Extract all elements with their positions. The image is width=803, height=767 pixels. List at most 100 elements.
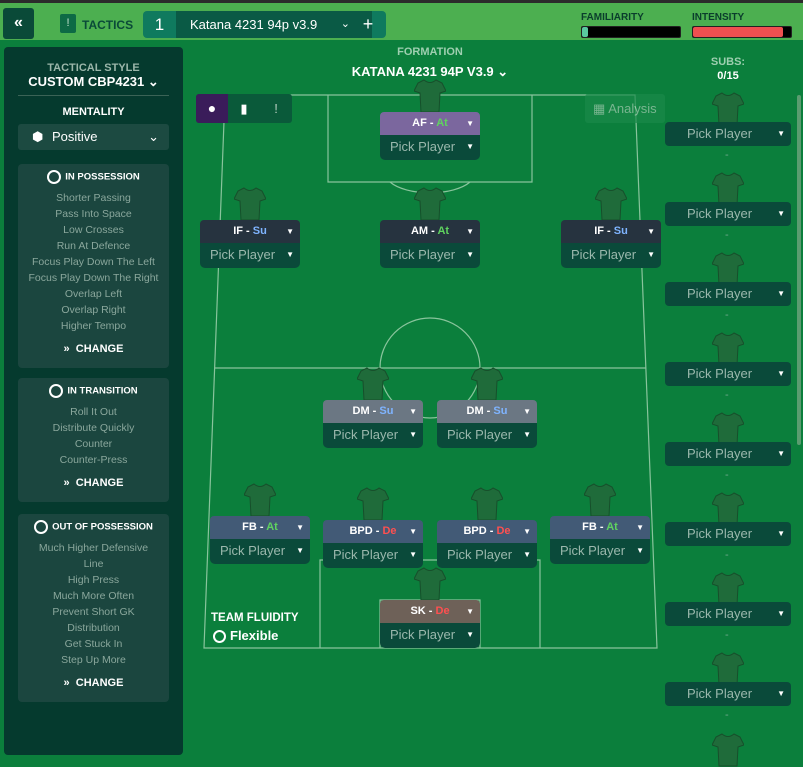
instruction-item: Overlap Right [61, 304, 126, 316]
instruction-item: Much More Often [52, 590, 135, 602]
shield-icon: ⬢ [32, 129, 44, 144]
pick-player-dropdown[interactable]: Pick Player ▼ [380, 243, 480, 268]
duty: At [436, 117, 448, 129]
analysis-button[interactable]: ▦ Analysis [585, 94, 665, 123]
bar-chart-icon[interactable]: ▮ [240, 101, 248, 116]
caret-down-icon: ▼ [466, 630, 474, 639]
pick-player-label: Pick Player [687, 446, 753, 461]
pick-player-dropdown[interactable]: Pick Player ▼ [437, 423, 537, 448]
caret-down-icon: ▼ [466, 227, 474, 236]
team-fluidity-selector[interactable]: Flexible [213, 628, 278, 644]
change-button[interactable]: » CHANGE [18, 677, 169, 689]
familiarity-bar[interactable] [581, 26, 681, 38]
role: FB [242, 521, 257, 533]
team-fluidity-heading: TEAM FLUIDITY [211, 612, 299, 624]
pick-player-dropdown[interactable]: Pick Player ▼ [561, 243, 661, 268]
role: IF [233, 225, 243, 237]
sub-slot-dropdown[interactable]: Pick Player ▼ [665, 522, 791, 546]
tactic-name: Katana 4231 94p v3.9 [190, 17, 318, 32]
tactic-tab-group: 1 Katana 4231 94p v3.9 ⌄ + [143, 11, 386, 38]
pick-player-dropdown[interactable]: Pick Player ▼ [200, 243, 300, 268]
pick-player-dropdown[interactable]: Pick Player ▼ [323, 543, 423, 568]
sub-slot-dropdown[interactable]: Pick Player ▼ [665, 202, 791, 226]
role: BPD [463, 525, 487, 537]
role-selector[interactable]: BPD - De ▼ [437, 520, 537, 543]
change-button[interactable]: » CHANGE [18, 477, 169, 489]
instruction-item: Shorter Passing [56, 192, 131, 204]
subs-scrollbar[interactable] [797, 95, 801, 445]
player-slot: IF - Su ▼ Pick Player ▼ [200, 220, 300, 268]
pick-player-dropdown[interactable]: Pick Player ▼ [380, 135, 480, 160]
role-selector[interactable]: AM - At ▼ [380, 220, 480, 243]
double-chevron-right-icon: » [63, 343, 70, 355]
add-tactic-button[interactable]: + [362, 14, 374, 34]
pitch-view-toggles: ● ▮ ! [196, 94, 292, 123]
shirt-icon [712, 332, 744, 366]
sub-slot-dropdown[interactable]: Pick Player ▼ [665, 362, 791, 386]
pick-player-label: Pick Player [687, 686, 753, 701]
change-button[interactable]: » CHANGE [18, 343, 169, 355]
shirt-icon [414, 187, 446, 221]
pick-player-dropdown[interactable]: Pick Player ▼ [210, 539, 310, 564]
sub-slot-dropdown[interactable]: Pick Player ▼ [665, 442, 791, 466]
role: AF [412, 117, 427, 129]
role-selector[interactable]: IF - Su ▼ [200, 220, 300, 243]
formation-selector[interactable]: KATANA 4231 94P V3.9 ⌄ [300, 64, 560, 80]
caret-down-icon: ▼ [777, 369, 785, 378]
caret-down-icon: ▼ [409, 527, 417, 536]
role-selector[interactable]: IF - Su ▼ [561, 220, 661, 243]
role-selector[interactable]: DM - Su ▼ [437, 400, 537, 423]
pick-player-dropdown[interactable]: Pick Player ▼ [380, 623, 480, 648]
pick-player-dropdown[interactable]: Pick Player ▼ [437, 543, 537, 568]
role-selector[interactable]: FB - At ▼ [550, 516, 650, 539]
shirt-icon [244, 483, 276, 517]
sub-slot-dropdown[interactable]: Pick Player ▼ [665, 682, 791, 706]
role-selector[interactable]: SK - De ▼ [380, 600, 480, 623]
caret-down-icon: ▼ [777, 529, 785, 538]
role-selector[interactable]: DM - Su ▼ [323, 400, 423, 423]
pick-player-dropdown[interactable]: Pick Player ▼ [550, 539, 650, 564]
sub-slot-dropdown[interactable]: Pick Player ▼ [665, 122, 791, 146]
caret-down-icon: ▼ [636, 523, 644, 532]
caret-down-icon: ▼ [777, 289, 785, 298]
shirt-icon [712, 92, 744, 126]
intensity-bar[interactable] [692, 26, 792, 38]
caret-down-icon: ▼ [409, 407, 417, 416]
tactical-style-value: CUSTOM CBP4231 [28, 74, 145, 89]
pick-player-label: Pick Player [447, 547, 513, 562]
role-selector[interactable]: AF - At ▼ [380, 112, 480, 135]
double-chevron-right-icon: » [63, 477, 70, 489]
caret-down-icon: ▼ [777, 209, 785, 218]
player-slot: DM - Su ▼ Pick Player ▼ [323, 400, 423, 448]
mentality-selector[interactable]: ⬢ Positive ⌄ [18, 124, 169, 150]
sub-slot-dropdown[interactable]: Pick Player ▼ [665, 602, 791, 626]
caret-down-icon: ▼ [286, 250, 294, 259]
chevron-down-icon: ⌄ [147, 74, 159, 89]
tactic-slot-number[interactable]: 1 [154, 15, 165, 34]
shirt-icon [234, 187, 266, 221]
shirt-icon [712, 252, 744, 286]
tactic-selector[interactable]: Katana 4231 94p v3.9 ⌄ [176, 11, 372, 38]
player-view-icon[interactable]: ● [196, 94, 228, 123]
shirt-icon [414, 79, 446, 113]
sub-slot-dropdown[interactable]: Pick Player ▼ [665, 282, 791, 306]
instruction-item: Step Up More [61, 654, 126, 666]
role-selector[interactable]: FB - At ▼ [210, 516, 310, 539]
caret-down-icon: ▼ [466, 119, 474, 128]
tactics-icon[interactable]: ! [274, 101, 278, 116]
pick-player-dropdown[interactable]: Pick Player ▼ [323, 423, 423, 448]
double-chevron-left-icon: « [14, 14, 23, 31]
top-bar: « ! TACTICS 1 Katana 4231 94p v3.9 ⌄ + FA… [0, 0, 803, 40]
instruction-item: Focus Play Down The Right [28, 272, 159, 284]
role-selector[interactable]: BPD - De ▼ [323, 520, 423, 543]
duty: Su [613, 225, 628, 237]
back-button[interactable]: « [3, 8, 34, 39]
shirt-icon [595, 187, 627, 221]
duty: De [496, 525, 511, 537]
duty: Su [379, 405, 394, 417]
formation-heading: FORMATION [397, 46, 463, 58]
tactics-label: TACTICS [82, 18, 134, 32]
tactical-style-selector[interactable]: CUSTOM CBP4231 ⌄ [4, 74, 183, 90]
instruction-item: Distribution [67, 622, 120, 634]
instruction-item: Much Higher Defensive [38, 542, 149, 554]
